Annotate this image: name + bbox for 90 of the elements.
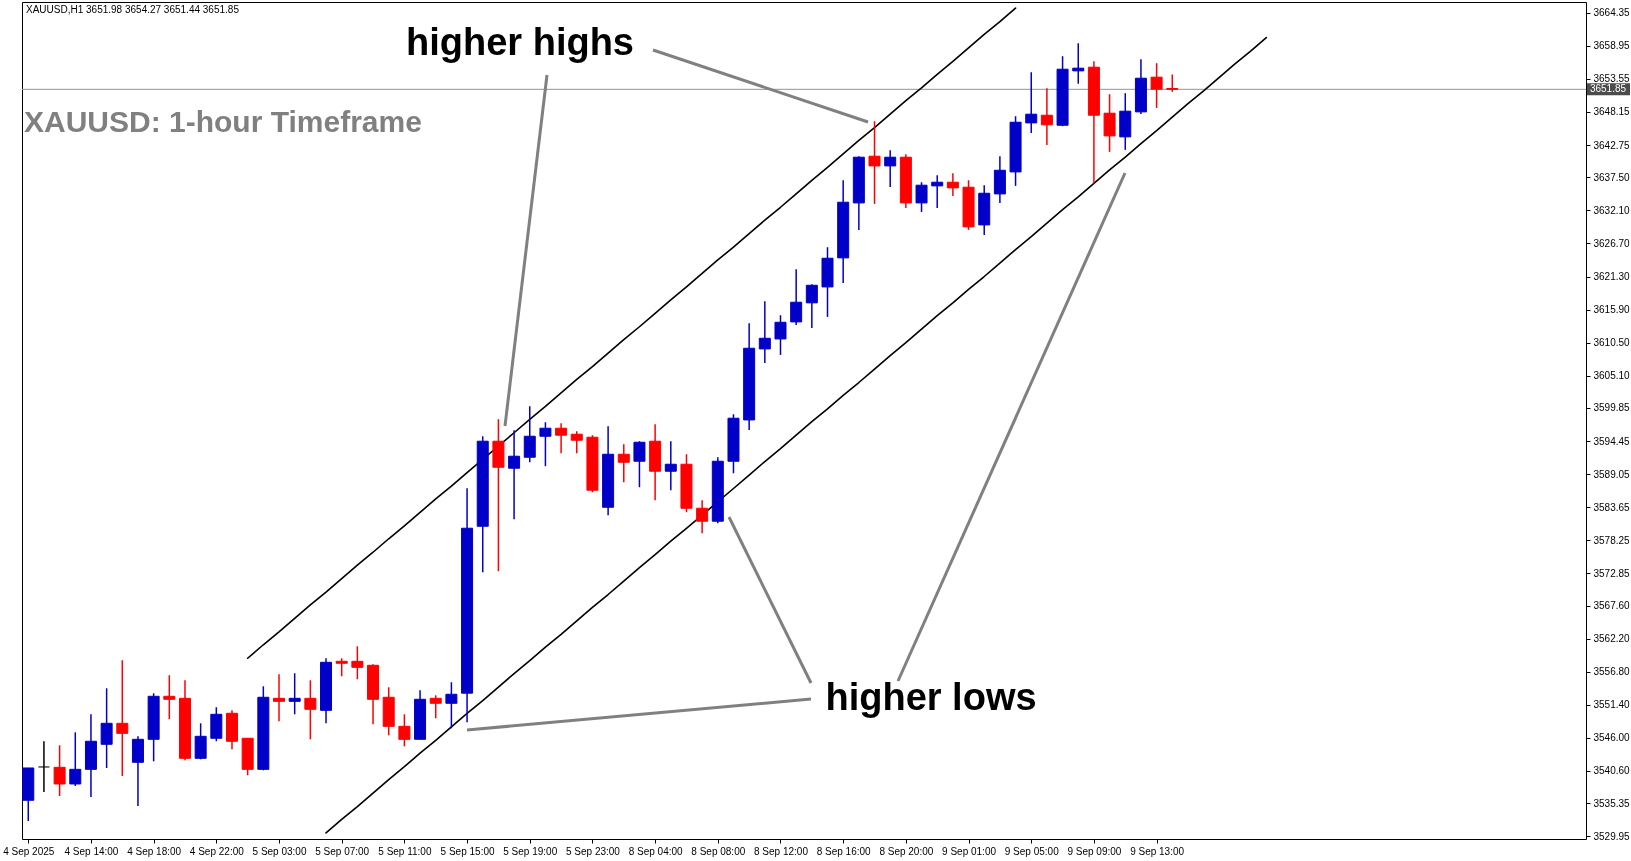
y-tick-label: 3653.55 xyxy=(1593,73,1631,85)
candlestick xyxy=(617,443,630,484)
candlestick xyxy=(210,706,223,743)
candlestick xyxy=(1103,93,1116,153)
x-tick-label: 4 Sep 14:00 xyxy=(64,845,119,857)
candlestick xyxy=(1150,62,1163,109)
candlestick xyxy=(131,735,144,807)
candlestick xyxy=(774,314,787,356)
candlestick xyxy=(163,674,176,721)
candlestick xyxy=(288,672,301,716)
candlestick xyxy=(69,731,82,787)
candlestick xyxy=(351,645,364,681)
candlestick xyxy=(429,694,442,720)
candlestick xyxy=(116,659,129,777)
y-tick-label: 3605.10 xyxy=(1593,370,1631,382)
x-tick-label: 4 Sep 18:00 xyxy=(127,845,182,857)
candlestick xyxy=(1040,87,1053,146)
candlestick xyxy=(304,679,317,741)
candlestick xyxy=(868,120,881,205)
x-tick-label: 4 Sep 2025 xyxy=(3,845,55,857)
candlestick xyxy=(946,172,959,197)
x-tick-label: 8 Sep 16:00 xyxy=(816,845,872,857)
y-tick-label: 3578.25 xyxy=(1593,534,1631,546)
x-tick-label: 4 Sep 22:00 xyxy=(189,845,245,857)
y-tick-label: 3637.50 xyxy=(1593,171,1631,183)
x-tick-label: 8 Sep 12:00 xyxy=(754,845,809,857)
candlestick xyxy=(915,181,928,213)
y-tick-label: 3540.60 xyxy=(1593,765,1631,777)
y-tick-label: 3535.35 xyxy=(1593,797,1631,809)
y-tick-label: 3599.85 xyxy=(1593,402,1631,414)
candlestick xyxy=(445,681,458,730)
y-tick-label: 3632.10 xyxy=(1593,204,1631,216)
y-tick-label: 3648.15 xyxy=(1593,106,1631,118)
candlestick xyxy=(664,440,677,491)
x-tick-label: 8 Sep 08:00 xyxy=(691,845,746,857)
candlestick xyxy=(539,421,552,467)
x-tick-label: 5 Sep 15:00 xyxy=(440,845,495,857)
x-tick-label: 9 Sep 05:00 xyxy=(1004,845,1060,857)
y-tick-label: 3589.05 xyxy=(1593,468,1631,480)
y-tick-label: 3664.35 xyxy=(1593,7,1631,19)
y-tick-label: 3572.85 xyxy=(1593,567,1631,579)
x-tick-label: 5 Sep 11:00 xyxy=(378,845,432,857)
y-tick-label: 3567.60 xyxy=(1593,600,1631,612)
candlestick xyxy=(398,713,411,748)
candlestick xyxy=(758,300,771,364)
candlestick xyxy=(555,422,568,454)
candlestick xyxy=(508,429,521,521)
candlestick xyxy=(53,744,66,797)
y-tick-label: 3529.95 xyxy=(1593,830,1631,842)
y-tick-label: 3594.45 xyxy=(1593,435,1631,447)
x-tick-label: 9 Sep 09:00 xyxy=(1067,845,1122,857)
annotation: higher highs xyxy=(406,21,634,63)
chart-subtitle: XAUUSD,H1 3651.98 3654.27 3651.44 3651.85 xyxy=(26,4,240,15)
y-tick-label: 3556.80 xyxy=(1593,666,1631,678)
x-tick-label: 9 Sep 01:00 xyxy=(942,845,997,857)
text: XAUUSD: 1-hour Timeframe xyxy=(24,105,422,138)
ref-line-label: 3651.85 xyxy=(1589,83,1627,95)
candlestick xyxy=(570,430,583,454)
y-tick-label: 3546.00 xyxy=(1593,732,1631,744)
x-tick-label: 5 Sep 19:00 xyxy=(503,845,558,857)
x-tick-label: 5 Sep 03:00 xyxy=(252,845,307,857)
candlestick xyxy=(931,174,944,209)
candlestick xyxy=(38,740,50,793)
annotation: higher lows xyxy=(825,676,1037,718)
y-tick-label: 3658.95 xyxy=(1593,40,1631,52)
y-tick-label: 3610.50 xyxy=(1593,337,1631,349)
candlestick xyxy=(100,687,113,769)
x-tick-label: 5 Sep 23:00 xyxy=(565,845,621,857)
candlestick xyxy=(805,283,818,329)
y-tick-label: 3642.75 xyxy=(1593,139,1631,151)
y-tick-label: 3621.30 xyxy=(1593,271,1631,283)
y-tick-label: 3583.65 xyxy=(1593,501,1631,513)
candlestick xyxy=(273,673,286,723)
x-tick-label: 8 Sep 20:00 xyxy=(879,845,934,857)
y-tick-label: 3551.40 xyxy=(1593,699,1631,711)
x-tick-label: 5 Sep 07:00 xyxy=(315,845,370,857)
candlestick xyxy=(884,149,897,188)
candlestick xyxy=(696,499,709,534)
candlestick xyxy=(790,268,803,326)
y-tick-label: 3562.20 xyxy=(1593,633,1631,645)
y-tick-label: 3626.70 xyxy=(1593,237,1631,249)
x-tick-label: 9 Sep 13:00 xyxy=(1130,845,1185,857)
candlestick xyxy=(633,440,646,488)
candlestick xyxy=(194,722,207,761)
candlestick xyxy=(1025,71,1038,134)
candlestick xyxy=(523,405,536,463)
candlestick xyxy=(1072,42,1085,85)
y-tick-label: 3615.90 xyxy=(1593,304,1631,316)
candlestick xyxy=(993,155,1006,204)
x-tick-label: 8 Sep 04:00 xyxy=(628,845,684,857)
